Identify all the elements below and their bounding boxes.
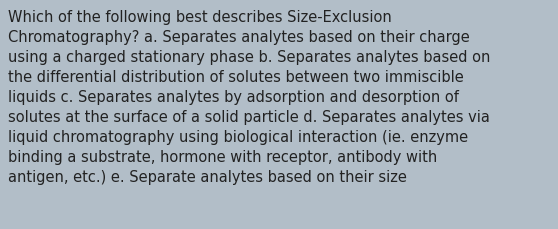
Text: Which of the following best describes Size-Exclusion
Chromatography? a. Separate: Which of the following best describes Si… bbox=[8, 10, 490, 185]
